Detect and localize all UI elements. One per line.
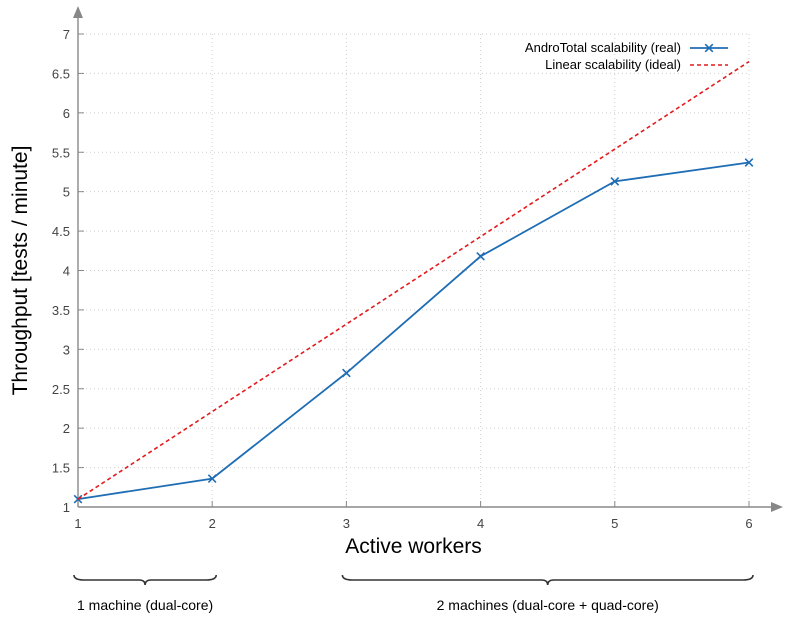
y-tick-label: 3 bbox=[63, 342, 70, 357]
y-tick-label: 5.5 bbox=[52, 145, 70, 160]
y-tick-label: 4.5 bbox=[52, 224, 70, 239]
legend-label: AndroTotal scalability (real) bbox=[525, 40, 681, 55]
series-line-0 bbox=[77, 161, 750, 500]
y-tick-label: 1.5 bbox=[52, 461, 70, 476]
x-tick-label: 3 bbox=[343, 516, 350, 531]
y-axis-label: Throughput [tests / minute] bbox=[9, 146, 32, 396]
data-point-marker bbox=[610, 177, 620, 186]
brace-0 bbox=[73, 574, 217, 586]
x-tick-labels: 1 2 3 4 5 6 bbox=[74, 516, 752, 531]
legend: AndroTotal scalability (real) Linear scal… bbox=[525, 40, 728, 72]
y-tick-label: 7 bbox=[63, 27, 70, 42]
x-axis-label: Active workers bbox=[345, 535, 482, 558]
y-tick-label: 2 bbox=[63, 421, 70, 436]
data-point-marker bbox=[207, 474, 217, 483]
data-series bbox=[73, 60, 754, 504]
data-point-marker bbox=[476, 251, 485, 261]
y-tick-label: 2.5 bbox=[52, 382, 70, 397]
y-tick-label: 6.5 bbox=[52, 66, 70, 81]
data-point-marker bbox=[744, 158, 754, 167]
x-tick-label: 1 bbox=[74, 516, 81, 531]
x-tick-label: 4 bbox=[477, 516, 484, 531]
machine-annotations: 1 machine (dual-core) 2 machines (dual-co… bbox=[73, 574, 754, 613]
grid-lines bbox=[78, 33, 750, 507]
y-tick-label: 4 bbox=[63, 264, 70, 279]
y-tick-label: 5 bbox=[63, 185, 70, 200]
legend-label: Linear scalability (ideal) bbox=[545, 57, 681, 72]
brace-label-1: 2 machines (dual-core + quad-core) bbox=[437, 597, 659, 613]
axes bbox=[73, 6, 783, 512]
data-point-marker bbox=[342, 368, 351, 378]
x-tick-label: 6 bbox=[745, 516, 752, 531]
legend-marker bbox=[704, 43, 714, 53]
brace-label-0: 1 machine (dual-core) bbox=[77, 597, 213, 613]
y-tick-label: 6 bbox=[63, 106, 70, 121]
y-tick-label: 1 bbox=[63, 500, 70, 515]
series-line-1 bbox=[77, 60, 750, 500]
y-tick-labels: 1 1.5 2 2.5 3 3.5 4 4.5 5 5.5 6 6.5 7 bbox=[52, 27, 70, 515]
y-tick-label: 3.5 bbox=[52, 303, 70, 318]
x-tick-label: 5 bbox=[611, 516, 618, 531]
x-tick-label: 2 bbox=[209, 516, 216, 531]
brace-1 bbox=[341, 574, 754, 586]
